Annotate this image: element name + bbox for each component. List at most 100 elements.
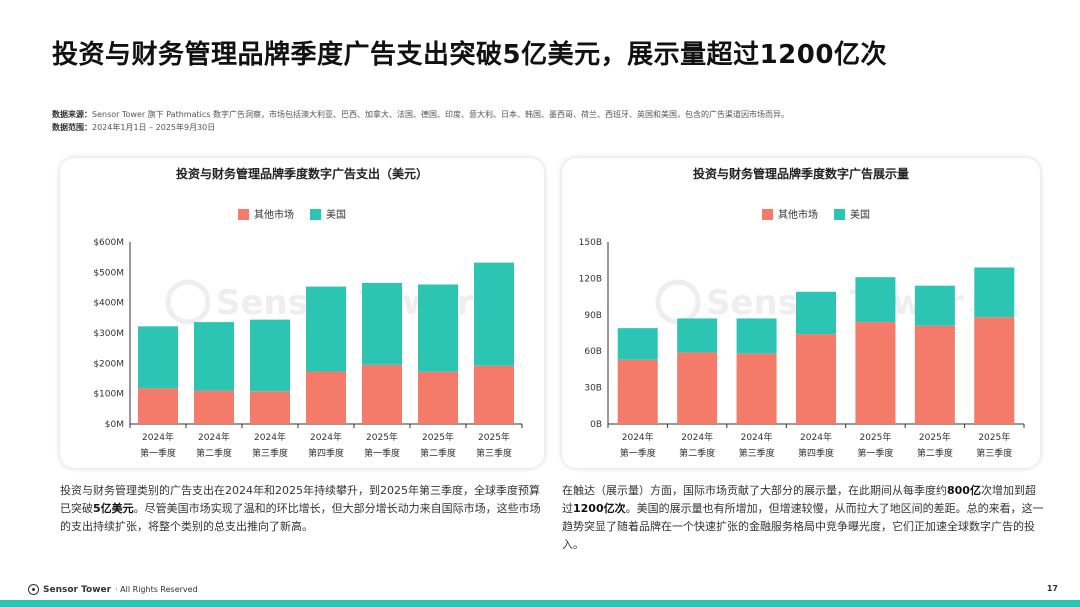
bar-other xyxy=(418,371,458,424)
bar-us xyxy=(474,262,514,366)
bar-us xyxy=(250,319,290,392)
x-tick-label-quarter: 第二季度 xyxy=(679,447,715,459)
bar-us xyxy=(194,322,234,391)
bar-us xyxy=(617,328,658,360)
impressions-chart-card: Sensor Tower 投资与财务管理品牌季度数字广告展示量 其他市场 美国 0B 30… xyxy=(562,158,1040,468)
bar-other xyxy=(677,352,718,424)
x-tick-label-quarter: 第二季度 xyxy=(196,447,232,459)
spend-text-1: 投资与财务管理类别的广告支出在2024年和2025年持续攀升，到2025年第三季… xyxy=(60,484,540,515)
bar-other xyxy=(138,388,178,424)
x-tick-label-quarter: 第一季度 xyxy=(364,447,400,459)
legend-label-0: 其他市场 xyxy=(254,208,294,221)
x-tick-label-year: 2024年 xyxy=(741,431,773,443)
spend-highlight: 5亿美元 xyxy=(93,502,134,515)
footer-rights: · All Rights Reserved xyxy=(115,585,198,594)
x-tick-label-year: 2024年 xyxy=(198,431,230,443)
legend-label-1: 美国 xyxy=(326,208,346,221)
x-tick-label-year: 2024年 xyxy=(800,431,832,443)
bottom-accent-bar xyxy=(0,600,1080,607)
page-title: 投资与财务管理品牌季度广告支出突破5亿美元，展示量超过1200亿次 xyxy=(52,40,887,70)
y-tick-label: $0M xyxy=(105,420,124,430)
chart-title: 投资与财务管理品牌季度数字广告支出（美元） xyxy=(176,166,428,181)
imp-highlight-1: 800亿 xyxy=(947,484,981,497)
x-tick-label-year: 2025年 xyxy=(478,431,510,443)
x-tick-label-quarter: 第一季度 xyxy=(620,447,656,459)
spend-chart-card: Sensor Tower 投资与财务管理品牌季度数字广告支出（美元） 其他市场 美国 $… xyxy=(60,158,544,468)
x-tick-label-year: 2024年 xyxy=(681,431,713,443)
x-tick-label-quarter: 第一季度 xyxy=(140,447,176,459)
x-tick-label-quarter: 第四季度 xyxy=(308,447,344,459)
spend-text-2: 。尽管美国市场实现了温和的环比增长，但大部分增长动力来自国际市场，这些市场的支出… xyxy=(60,502,541,533)
imp-text-1: 在触达（展示量）方面，国际市场贡献了大部分的展示量，在此期间从每季度约 xyxy=(562,484,947,497)
legend-swatch-0 xyxy=(762,209,773,220)
chart-title: 投资与财务管理品牌季度数字广告展示量 xyxy=(693,166,909,181)
bar-us xyxy=(914,285,955,326)
x-tick-label-year: 2024年 xyxy=(142,431,174,443)
bar-other xyxy=(855,322,896,424)
sensor-tower-logo-icon xyxy=(28,584,39,595)
bar-us xyxy=(677,318,718,353)
bar-other xyxy=(194,390,234,424)
bar-other xyxy=(617,359,658,424)
legend-label-0: 其他市场 xyxy=(778,208,818,221)
imp-text-3: 。美国的展示量也有所增加，但增速较慢，从而拉大了地区间的差距。总的来看，这一趋势… xyxy=(562,502,1044,551)
bar-us xyxy=(306,286,346,372)
bar-us xyxy=(418,284,458,372)
x-tick-label-year: 2025年 xyxy=(366,431,398,443)
range-label: 数据范围： xyxy=(52,123,92,132)
legend-swatch-1 xyxy=(834,209,845,220)
x-tick-label-quarter: 第二季度 xyxy=(917,447,953,459)
y-tick-label: $200M xyxy=(93,359,124,369)
range-text: 2024年1月1日 – 2025年9月30日 xyxy=(92,123,216,132)
x-tick-label-year: 2025年 xyxy=(859,431,891,443)
y-tick-label: 0B xyxy=(590,420,602,430)
footer: Sensor Tower · All Rights Reserved xyxy=(28,584,198,595)
imp-text-2: 次增加到超过 xyxy=(562,484,1036,515)
watermark-logo-icon xyxy=(655,279,701,325)
bar-us xyxy=(796,291,836,335)
legend-label-1: 美国 xyxy=(850,208,870,221)
data-source-note: 数据来源：Sensor Tower 旗下 Pathmatics 数字广告洞察，市… xyxy=(52,108,789,134)
footer-brand: Sensor Tower xyxy=(43,584,112,595)
y-tick-label: $100M xyxy=(93,390,124,400)
bar-us xyxy=(362,282,402,365)
x-tick-label-year: 2024年 xyxy=(310,431,342,443)
y-tick-label: $400M xyxy=(93,299,124,309)
y-tick-label: 30B xyxy=(584,384,602,394)
bar-us xyxy=(138,326,178,389)
bar-us xyxy=(855,277,896,323)
bar-us xyxy=(736,318,777,354)
bar-us xyxy=(974,267,1015,318)
page-number: 17 xyxy=(1046,584,1058,593)
source-label: 数据来源： xyxy=(52,110,92,119)
legend-swatch-1 xyxy=(310,209,321,220)
impressions-commentary: 在触达（展示量）方面，国际市场贡献了大部分的展示量，在此期间从每季度约800亿次… xyxy=(562,482,1044,554)
y-tick-label: 60B xyxy=(584,347,602,357)
y-tick-label: 150B xyxy=(579,238,602,248)
bar-other xyxy=(362,364,402,424)
watermark-logo-icon xyxy=(165,279,211,325)
y-tick-label: $600M xyxy=(93,238,124,248)
bar-other xyxy=(250,391,290,424)
bar-other xyxy=(914,325,955,424)
y-tick-label: $300M xyxy=(93,329,124,339)
bar-other xyxy=(306,371,346,424)
bar-other xyxy=(474,365,514,424)
x-tick-label-year: 2025年 xyxy=(978,431,1010,443)
y-tick-label: $500M xyxy=(93,268,124,278)
x-tick-label-quarter: 第三季度 xyxy=(976,447,1012,459)
imp-highlight-2: 1200亿次 xyxy=(573,502,626,515)
x-tick-label-quarter: 第三季度 xyxy=(476,447,512,459)
x-tick-label-quarter: 第三季度 xyxy=(252,447,288,459)
spend-commentary: 投资与财务管理类别的广告支出在2024年和2025年持续攀升，到2025年第三季… xyxy=(60,482,550,536)
x-tick-label-year: 2025年 xyxy=(422,431,454,443)
source-text: Sensor Tower 旗下 Pathmatics 数字广告洞察，市场包括澳大… xyxy=(92,110,789,119)
x-tick-label-year: 2024年 xyxy=(254,431,286,443)
y-tick-label: 120B xyxy=(579,274,602,284)
x-tick-label-year: 2025年 xyxy=(919,431,951,443)
y-tick-label: 90B xyxy=(584,311,602,321)
legend-swatch-0 xyxy=(238,209,249,220)
x-tick-label-quarter: 第四季度 xyxy=(798,447,834,459)
